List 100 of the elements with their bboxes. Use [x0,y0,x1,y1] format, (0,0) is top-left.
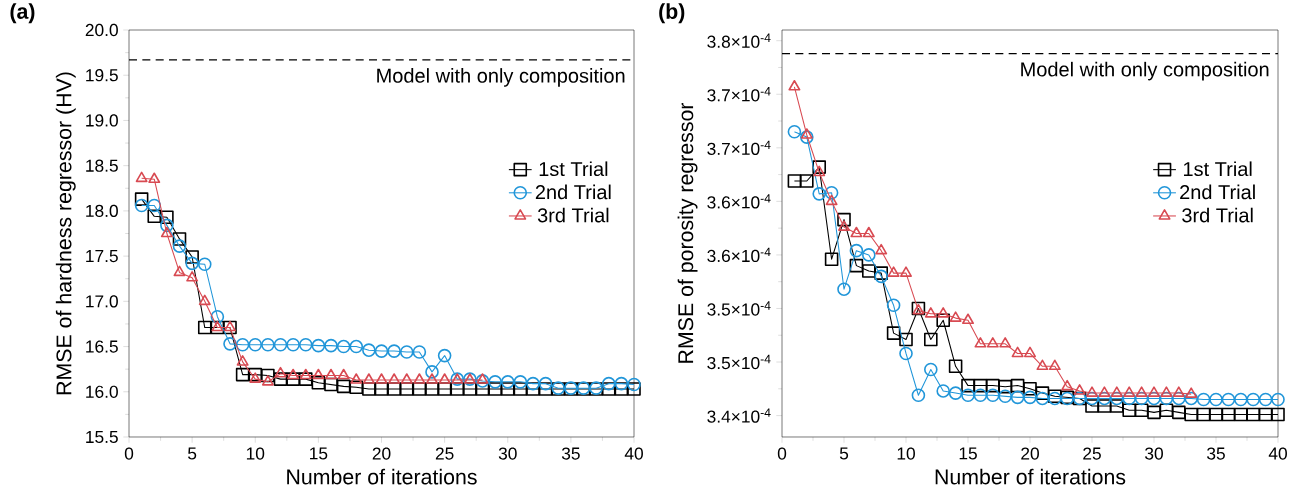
point [286,337,300,352]
point [1036,359,1049,371]
point [1172,386,1185,397]
point [962,313,975,325]
legend-label: 1st Trial [1183,161,1252,177]
point [311,375,326,390]
point [1172,391,1186,406]
point [924,332,938,347]
point [1097,399,1112,413]
point [135,171,148,183]
x-axis-title: Number of iterations [935,468,1126,485]
point [887,266,900,277]
point [824,186,839,200]
point [298,372,313,386]
y-tick-label: 3.5×10$^{-4}$ [707,301,771,316]
point [1010,390,1025,405]
point [1221,407,1236,422]
point [1271,392,1285,407]
point [924,362,938,377]
point [948,359,963,374]
point [400,373,413,384]
point [850,226,863,238]
point [350,373,363,384]
ref-line-label: Model with only composition [1021,61,1269,81]
point [438,373,451,384]
point [148,172,161,184]
point [614,382,629,396]
point [973,378,988,393]
point [1035,391,1050,406]
point [849,258,864,273]
y-tick-label: 3.8×10$^{-4}$ [707,33,771,48]
point [248,337,263,352]
point [1085,399,1099,413]
point [248,367,263,382]
point [812,160,827,174]
point [812,187,827,201]
point [824,252,839,267]
point [1123,386,1136,397]
point [874,269,889,284]
point [986,378,1000,393]
x-tick-label: 25 [435,447,454,460]
x-tick-label: 20 [1021,447,1039,460]
point [614,376,629,391]
point [874,266,889,280]
point [160,210,174,225]
point [1234,392,1248,407]
point [325,368,337,380]
point [1258,407,1273,422]
point [1086,386,1098,397]
point [186,271,199,282]
point [1196,392,1211,407]
point [147,198,162,213]
point [299,368,312,380]
legend-label: 3rd Trial [537,207,609,223]
x-tick-label: 0 [124,447,134,460]
point [197,320,212,335]
chart-title: (b) [659,3,685,24]
point [500,375,515,389]
point [1209,407,1223,422]
point [172,239,187,253]
point [961,388,975,403]
point [249,372,262,383]
x-tick-label: 25 [1083,447,1101,460]
point [413,373,426,384]
point [787,124,802,139]
point [800,130,814,144]
point [538,382,553,396]
y-axis-title: RMSE of hardness regressor (HV) [55,72,76,395]
point [900,266,912,277]
y-tick-label: 17.5 [86,250,118,263]
y-tick-label: 3.4×10$^{-4}$ [707,408,771,423]
point [998,389,1013,404]
x-tick-label: 30 [498,447,517,460]
point [948,386,963,400]
point [1011,346,1024,358]
point [1159,403,1174,418]
x-tick-label: 30 [1145,447,1163,460]
point [999,337,1012,348]
point [134,198,149,213]
point [627,382,641,396]
x-tick-label: 40 [624,447,643,460]
point [601,376,616,391]
point [311,338,326,353]
y-tick-label: 3.5×10$^{-4}$ [707,354,771,370]
point [961,378,975,393]
point [185,256,199,271]
x-tick-label: 20 [372,447,391,460]
x-tick-label: 15 [310,447,328,460]
point [1061,379,1074,391]
point [425,365,439,379]
point [475,374,490,388]
point [273,372,288,386]
point [412,345,427,359]
point [787,174,802,188]
x-tick-label: 0 [777,447,787,460]
point [236,355,249,366]
point [1172,405,1186,420]
point [172,232,187,246]
y-tick-label: 16.0 [86,385,118,398]
y-tick-label: 15.5 [86,430,118,444]
